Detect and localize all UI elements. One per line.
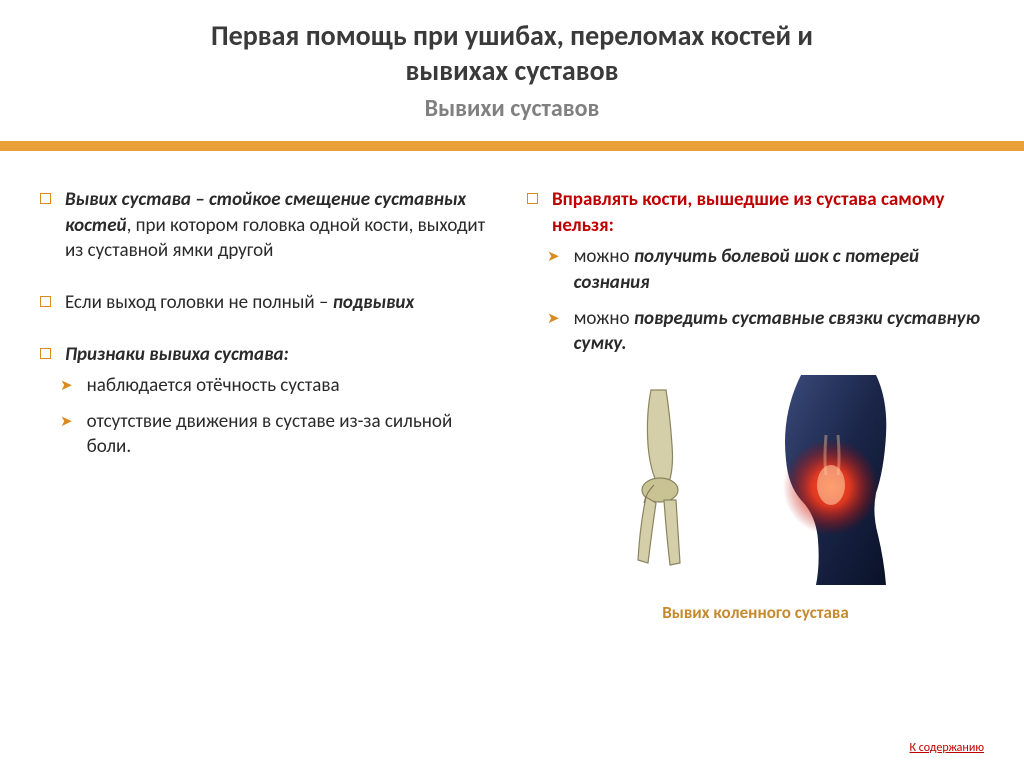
arrow-bullet-icon: ➤ <box>60 412 73 432</box>
arrow-bullet-icon: ➤ <box>60 376 73 396</box>
sub-text: можно получить болевой шок с потерей соз… <box>574 244 984 295</box>
sub-text: наблюдается отёчность сустава <box>87 373 340 399</box>
bullet-definition: Вывих сустава – стойкое смещение суставн… <box>40 187 497 264</box>
arrow-bullet-icon: ➤ <box>547 247 560 267</box>
left-column: Вывих сустава – стойкое смещение суставн… <box>40 187 497 623</box>
image-caption: Вывих коленного сустава <box>527 602 984 623</box>
knee-dislocation-illustration <box>576 375 936 585</box>
bullet-text: Если выход головки не полный – подвывих <box>65 290 414 316</box>
lig-pre: можно <box>574 307 634 330</box>
slide-header: Первая помощь при ушибах, переломах кост… <box>0 0 1024 133</box>
accent-divider <box>0 141 1024 151</box>
sub-bullet-swelling: ➤ наблюдается отёчность сустава <box>40 373 497 399</box>
sub-text: отсутствие движения в суставе из-за силь… <box>87 409 497 460</box>
bullet-signs-heading: Признаки вывиха сустава: <box>40 342 497 368</box>
title-line-1: Первая помощь при ушибах, переломах кост… <box>211 18 813 53</box>
square-bullet-icon <box>40 348 51 359</box>
sub-bullet-shock: ➤ можно получить болевой шок с потерей с… <box>527 244 984 295</box>
sub-bullet-immobility: ➤ отсутствие движения в суставе из-за си… <box>40 409 497 460</box>
title-line-2: вывихах суставов <box>406 53 619 88</box>
main-title: Первая помощь при ушибах, переломах кост… <box>40 18 984 88</box>
definition-rest: , при котором головка одной кости, выход… <box>65 214 485 263</box>
square-bullet-icon <box>40 193 51 204</box>
image-area: Вывих коленного сустава <box>527 375 984 623</box>
shock-pre: можно <box>574 245 634 268</box>
bullet-text: Вывих сустава – стойкое смещение суставн… <box>65 187 497 264</box>
bullet-warning: Вправлять кости, вышедшие из сустава сам… <box>527 187 984 238</box>
bullet-subluxation: Если выход головки не полный – подвывих <box>40 290 497 316</box>
sub-text: можно повредить суставные связки суставн… <box>574 306 984 357</box>
warning-text: Вправлять кости, вышедшие из сустава сам… <box>552 187 984 238</box>
sublux-bold: подвывих <box>333 291 414 314</box>
signs-heading: Признаки вывиха сустава: <box>65 342 289 368</box>
sub-bullet-ligaments: ➤ можно повредить суставные связки суста… <box>527 306 984 357</box>
subtitle: Вывихи суставов <box>40 94 984 123</box>
content-area: Вывих сустава – стойкое смещение суставн… <box>0 151 1024 623</box>
lig-bold: повредить суставные связки суставную сум… <box>574 307 980 356</box>
toc-link[interactable]: К содержанию <box>910 741 985 755</box>
arrow-bullet-icon: ➤ <box>547 309 560 329</box>
square-bullet-icon <box>527 193 538 204</box>
sublux-pre: Если выход головки не полный – <box>65 291 333 314</box>
right-column: Вправлять кости, вышедшие из сустава сам… <box>527 187 984 623</box>
square-bullet-icon <box>40 296 51 307</box>
